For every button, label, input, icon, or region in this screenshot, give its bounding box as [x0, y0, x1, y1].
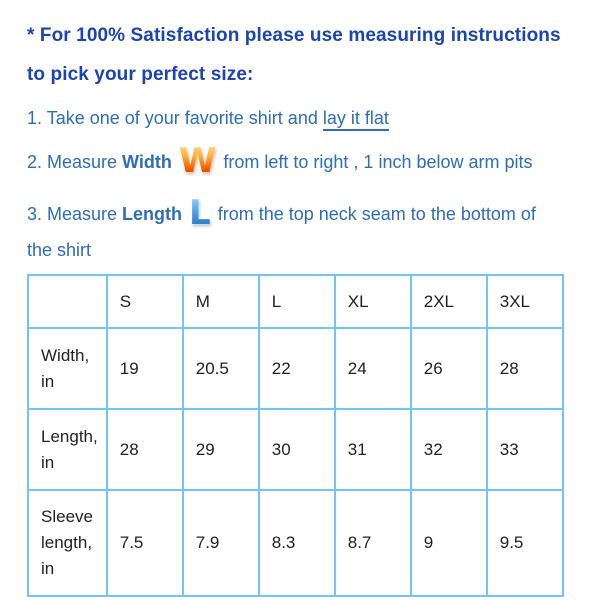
instruction-3-text: 3. Measure	[27, 203, 123, 224]
width-value-m: 20.5	[181, 327, 260, 410]
lay-it-flat-underlined-text: lay it flat	[322, 108, 389, 131]
length-value-xl: 31	[333, 408, 412, 491]
length-value-2xl: 32	[409, 408, 488, 491]
instruction-1-text: 1. Take one of your favorite shirt and	[27, 108, 323, 128]
row-label-sleeve-length: Sleeve length, in	[27, 489, 108, 597]
header-cell-size-s: S	[105, 274, 184, 329]
length-value-s: 28	[105, 408, 184, 491]
header-cell-size-l: L	[257, 274, 336, 329]
instruction-2-text: 2. Measure	[27, 151, 123, 172]
length-letter-l-icon: L	[189, 193, 211, 233]
length-value-l: 30	[257, 408, 336, 491]
length-value-m: 29	[181, 408, 260, 491]
header-cell-size-2xl: 2XL	[409, 274, 488, 329]
instruction-3-text-wrap: the shirt	[27, 240, 92, 260]
instruction-3-text-after: from the top neck seam to the bottom of	[217, 203, 536, 224]
width-bold-label: Width	[122, 151, 172, 172]
header-cell-size-m: M	[181, 274, 260, 329]
instruction-step-1: 1. Take one of your favorite shirt and l…	[27, 104, 582, 132]
width-value-3xl: 28	[485, 327, 564, 410]
size-chart-table: S M L XL 2XL 3XL Width, in 19 20.5 22 24…	[27, 274, 564, 597]
header-cell-size-3xl: 3XL	[485, 274, 564, 329]
width-row: Width, in 19 20.5 22 24 26 28	[27, 327, 564, 410]
width-letter-w-icon: W	[178, 141, 217, 181]
row-label-width: Width, in	[27, 327, 108, 410]
width-value-l: 22	[257, 327, 336, 410]
sleeve-value-2xl: 9	[409, 489, 488, 597]
heading-line-1: * For 100% Satisfaction please use measu…	[27, 25, 561, 46]
sleeve-value-xl: 8.7	[333, 489, 412, 597]
length-value-3xl: 33	[485, 408, 564, 491]
width-value-xl: 24	[333, 327, 412, 410]
satisfaction-heading: * For 100% Satisfaction please use measu…	[27, 16, 582, 94]
width-value-s: 19	[105, 327, 184, 410]
sleeve-value-l: 8.3	[257, 489, 336, 597]
sleeve-value-3xl: 9.5	[485, 489, 564, 597]
sleeve-value-m: 7.9	[181, 489, 260, 597]
header-cell-size-xl: XL	[333, 274, 412, 329]
row-label-length: Length, in	[27, 408, 108, 491]
sleeve-value-s: 7.5	[105, 489, 184, 597]
sleeve-length-row: Sleeve length, in 7.5 7.9 8.3 8.7 9 9.5	[27, 489, 564, 597]
heading-line-2: to pick your perfect size:	[27, 64, 254, 85]
length-row: Length, in 28 29 30 31 32 33	[27, 408, 564, 491]
size-table-header-row: S M L XL 2XL 3XL	[27, 274, 564, 329]
header-cell-empty	[27, 274, 108, 329]
instruction-2-text-after: from left to right , 1 inch below arm pi…	[223, 151, 533, 172]
length-bold-label: Length	[122, 203, 183, 224]
width-value-2xl: 26	[409, 327, 488, 410]
